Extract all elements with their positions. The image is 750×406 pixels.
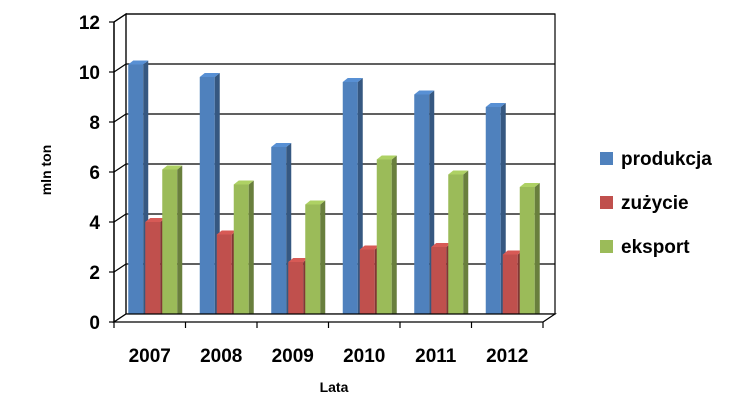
floor [112, 313, 557, 323]
bar-front [502, 254, 518, 322]
x-tick-label: 2009 [272, 346, 314, 367]
bar-top [519, 183, 540, 187]
x-tick-label: 2011 [415, 346, 457, 367]
bar-front [342, 82, 358, 322]
bar-eksport-2007 [162, 165, 183, 322]
legend-label: eksport [621, 237, 690, 258]
bar-produkcja-2012 [485, 103, 506, 322]
gridline-side [113, 163, 127, 173]
bar-front [145, 222, 161, 322]
bar-top [342, 78, 363, 82]
bars [128, 60, 540, 322]
bar-front [199, 77, 215, 322]
legend-swatch [600, 196, 613, 209]
y-tick-label: 2 [89, 263, 100, 284]
bar-top [199, 73, 220, 77]
bar-top [271, 143, 292, 147]
x-tick-labels: 2007 2008 2009 2010 2011 2012 [129, 346, 529, 367]
legend-swatch [600, 152, 613, 165]
bar-top [145, 218, 166, 222]
bar-top [448, 170, 469, 175]
bar-front [519, 187, 535, 322]
bar-front [271, 147, 287, 322]
legend-item-produkcja: produkcja [600, 149, 712, 170]
bar-top [162, 165, 183, 170]
legend-label: produkcja [621, 149, 712, 170]
bar-eksport-2009 [305, 200, 326, 322]
bar-front [128, 64, 144, 322]
legend-item-zużycie: zużycie [600, 193, 689, 214]
bar-eksport-2011 [448, 170, 469, 322]
x-tick-label: 2012 [486, 346, 528, 367]
bar-top [376, 155, 397, 160]
bar-top [359, 245, 380, 250]
bar-side [248, 180, 254, 322]
legend-swatch [600, 240, 613, 253]
bar-produkcja-2011 [414, 90, 435, 322]
y-tick-label: 10 [79, 63, 100, 84]
gridlines [113, 13, 555, 273]
bar-front [448, 174, 464, 322]
bar-front [162, 169, 178, 322]
bar-top [414, 90, 435, 95]
x-axis-label: Lata [320, 379, 349, 395]
bar-top [305, 200, 326, 205]
bar-front [288, 262, 304, 322]
bar-top [431, 243, 452, 247]
bar-front [233, 184, 249, 322]
bar-front [359, 249, 375, 322]
bar-front [376, 159, 392, 322]
bar-front [414, 94, 430, 322]
bar-front [485, 107, 501, 322]
bar-eksport-2010 [376, 155, 397, 322]
bar-front [305, 204, 321, 322]
legend-item-eksport: eksport [600, 237, 690, 258]
bar-top [502, 250, 523, 255]
bar-side [320, 200, 326, 322]
bar-side [534, 183, 540, 322]
bar-front [431, 247, 447, 322]
y-tick-label: 0 [89, 313, 100, 334]
y-tick-label: 8 [89, 113, 100, 134]
y-tick-label: 4 [89, 213, 100, 234]
axes [109, 21, 557, 328]
bar-side [463, 170, 469, 322]
gridline-side [113, 63, 127, 73]
bar-top [288, 258, 309, 262]
bar-eksport-2008 [233, 180, 254, 322]
bar-top [233, 180, 254, 185]
y-tick-label: 12 [79, 13, 100, 34]
x-tick-label: 2008 [200, 346, 242, 367]
y-axis-label: mln ton [38, 145, 54, 196]
bar-top [128, 60, 149, 65]
bar-eksport-2012 [519, 183, 540, 322]
legend-label: zużycie [621, 193, 689, 214]
gridline-side [113, 13, 127, 23]
gridline-side [113, 263, 127, 273]
bar-top [485, 103, 506, 107]
bar-top [216, 230, 237, 235]
y-tick-labels: 0 2 4 6 8 10 12 [79, 13, 101, 334]
x-tick-label: 2007 [129, 346, 171, 367]
gridline-side [113, 213, 127, 223]
y-tick-label: 6 [89, 163, 100, 184]
x-tick-label: 2010 [343, 346, 385, 367]
gridline-side [113, 113, 127, 123]
bar-side [391, 155, 397, 322]
legend: produkcja zużycie eksport [600, 149, 712, 258]
bar-side [177, 165, 183, 322]
bar-front [216, 234, 232, 322]
